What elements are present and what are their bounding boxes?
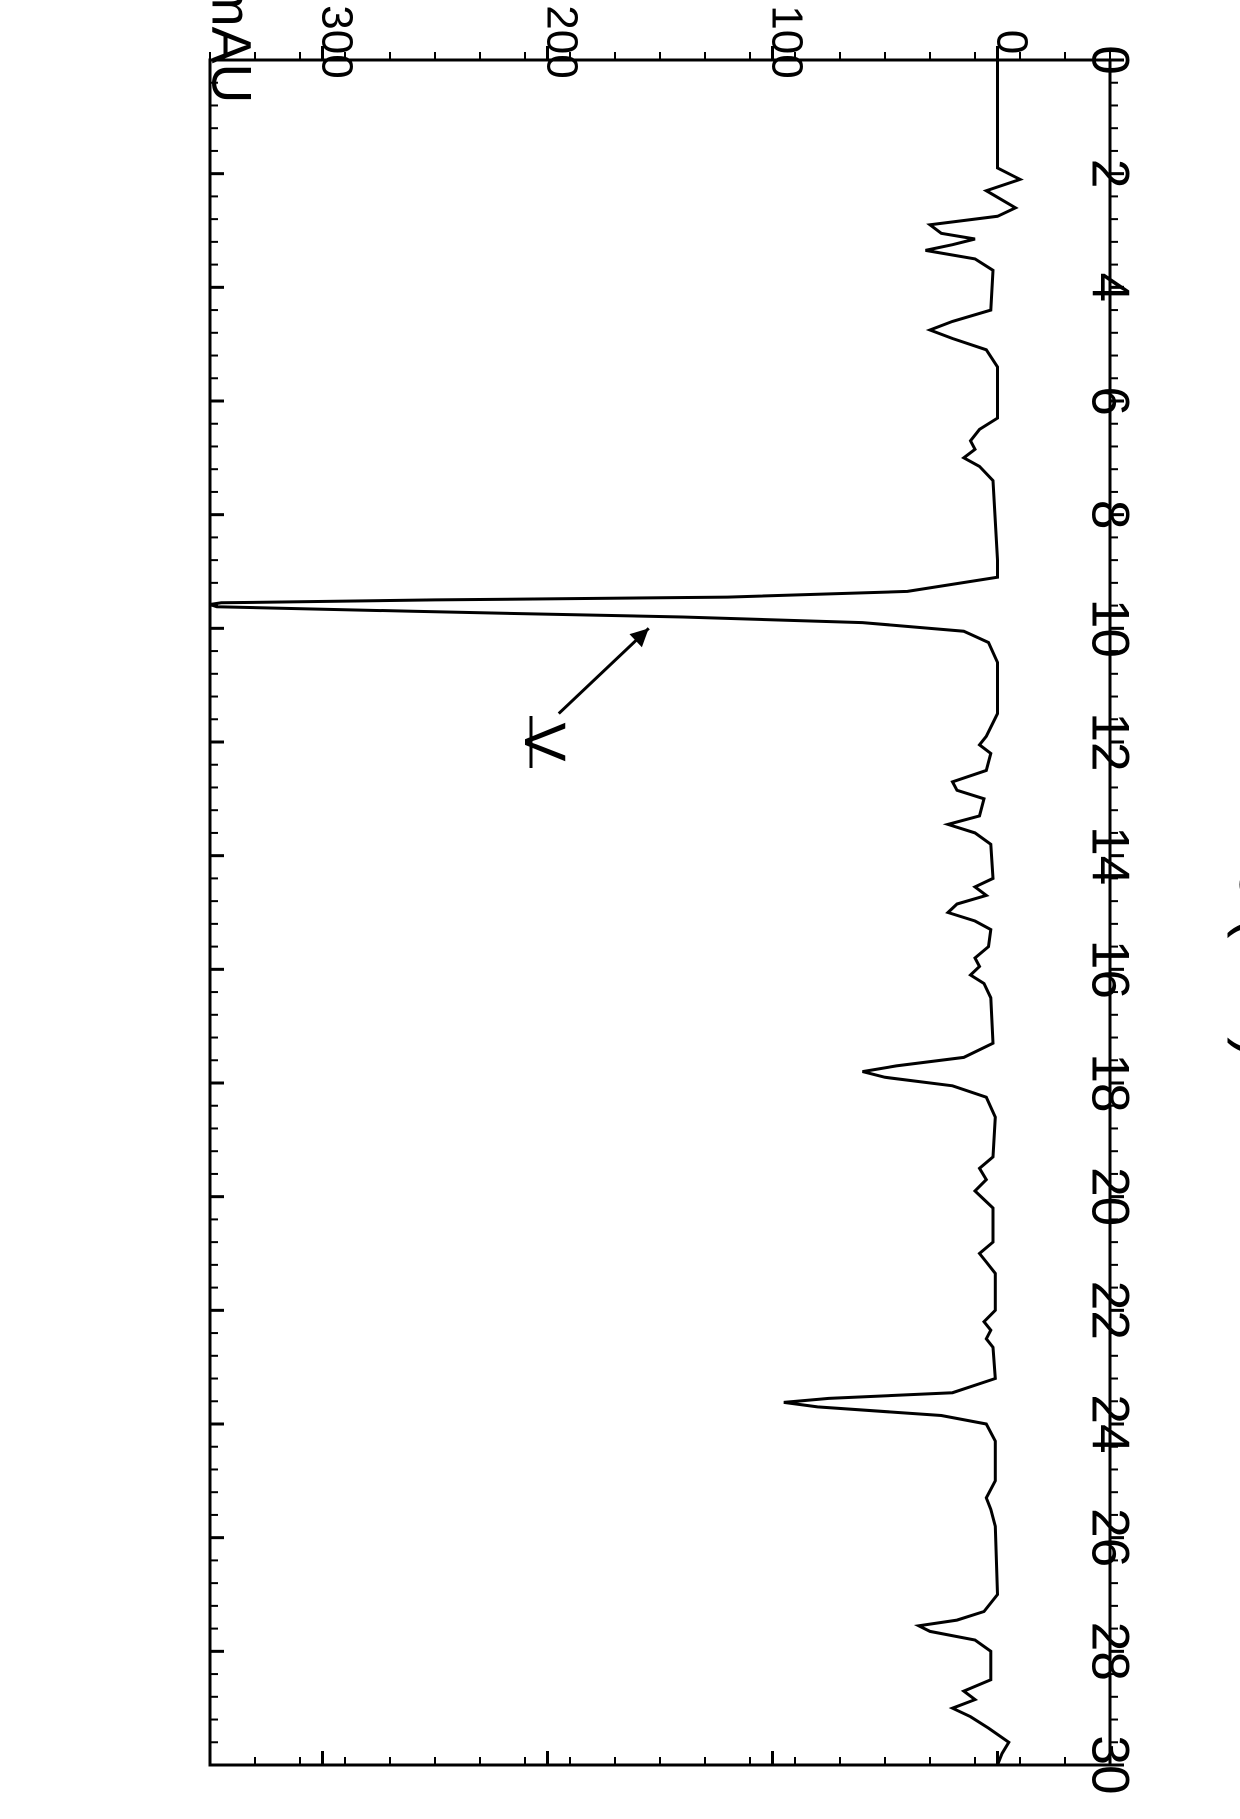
- y-tick-label: 100: [763, 5, 812, 78]
- chromatogram-chart: 024681012141618202224262830Time (Min)010…: [0, 0, 1240, 1819]
- x-tick-label: 4: [1080, 273, 1139, 303]
- y-tick-label: 0: [988, 30, 1037, 54]
- peak-annotation-arrow: [559, 628, 649, 713]
- y-tick-label: 300: [313, 5, 362, 78]
- x-tick-label: 12: [1080, 712, 1139, 771]
- x-tick-label: 8: [1080, 500, 1139, 530]
- x-tick-label: 26: [1080, 1508, 1139, 1567]
- x-tick-label: 28: [1080, 1622, 1139, 1681]
- chart-svg: 024681012141618202224262830Time (Min)010…: [0, 0, 1240, 1819]
- x-tick-label: 20: [1080, 1167, 1139, 1226]
- x-axis-label: Time (Min): [1227, 768, 1240, 1058]
- x-tick-label: 2: [1080, 159, 1139, 189]
- x-tick-label: 22: [1080, 1281, 1139, 1340]
- peak-annotation-label: V: [512, 722, 577, 761]
- y-tick-label: 200: [538, 5, 587, 78]
- x-tick-label: 14: [1080, 826, 1139, 885]
- x-tick-label: 18: [1080, 1053, 1139, 1112]
- x-tick-label: 16: [1080, 940, 1139, 999]
- x-tick-label: 10: [1080, 599, 1139, 658]
- chromatogram-trace: [210, 60, 1020, 1765]
- y-axis-label: mAU: [201, 0, 263, 103]
- x-tick-label: 6: [1080, 386, 1139, 416]
- x-tick-label: 24: [1080, 1394, 1139, 1453]
